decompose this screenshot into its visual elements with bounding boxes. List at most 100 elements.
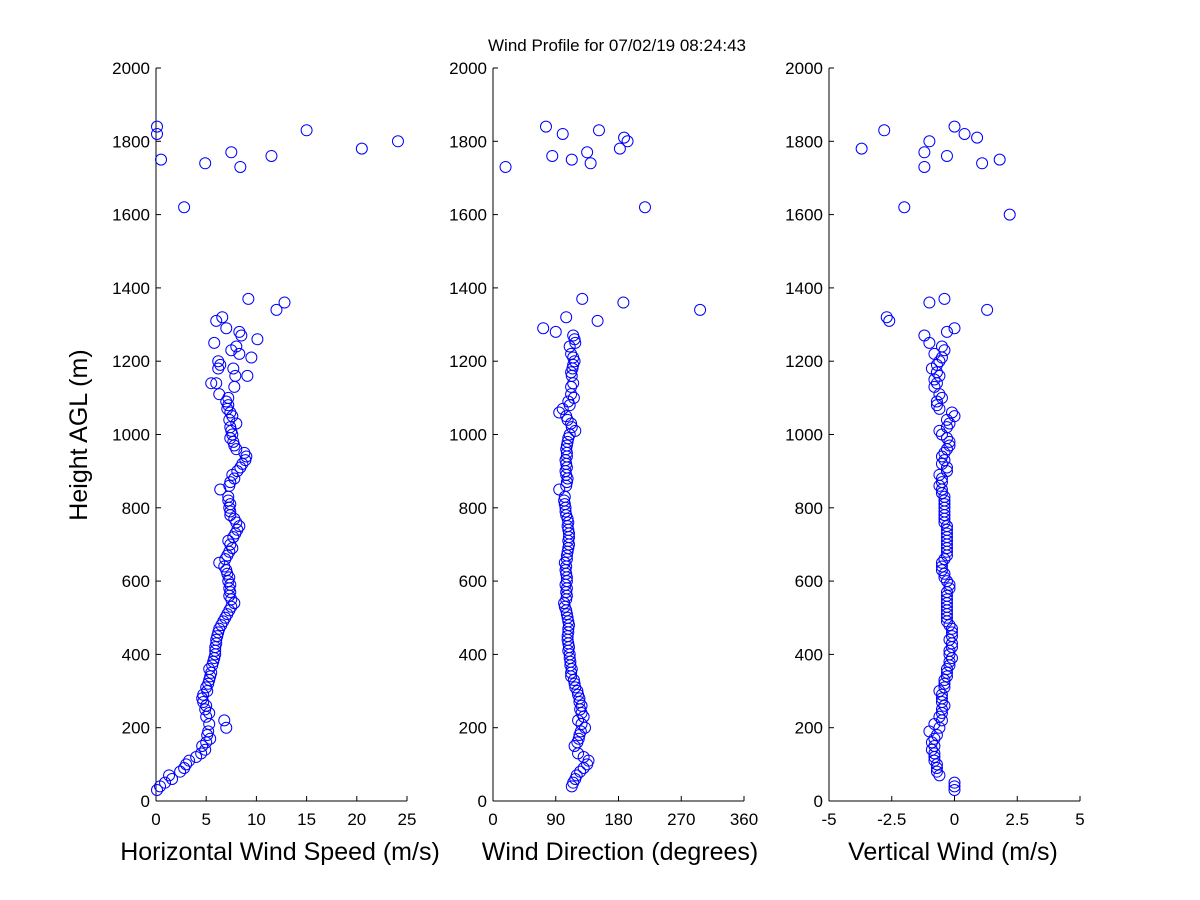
- data-point: [933, 402, 946, 415]
- data-point: [208, 336, 221, 349]
- data-point: [948, 776, 961, 789]
- data-point: [574, 725, 587, 738]
- panel-2-points: [499, 120, 707, 793]
- y-tick-label: 1800: [449, 132, 487, 151]
- data-point: [933, 468, 946, 481]
- data-point: [935, 476, 948, 489]
- data-point: [938, 677, 951, 690]
- data-point: [928, 732, 941, 745]
- x-axis-label-horizontal-wind-speed: Horizontal Wind Speed (m/s): [120, 838, 440, 866]
- data-point: [918, 160, 931, 173]
- data-point: [898, 201, 911, 214]
- data-point: [935, 457, 948, 470]
- data-point: [938, 699, 951, 712]
- data-point: [971, 131, 984, 144]
- data-point: [572, 688, 585, 701]
- y-tick-label: 400: [122, 645, 150, 664]
- data-point: [935, 391, 948, 404]
- data-point: [938, 571, 951, 584]
- data-point: [567, 377, 580, 390]
- data-point: [943, 582, 956, 595]
- y-tick-label: 200: [459, 719, 487, 738]
- data-point: [940, 325, 953, 338]
- data-point: [938, 681, 951, 694]
- data-point: [233, 347, 246, 360]
- data-point: [199, 157, 212, 170]
- data-point: [565, 153, 578, 166]
- data-point: [1003, 208, 1016, 221]
- data-point: [592, 124, 605, 137]
- data-point: [938, 553, 951, 566]
- data-point: [694, 303, 707, 316]
- y-tick-label: 600: [795, 572, 823, 591]
- y-tick-label: 1400: [112, 279, 150, 298]
- panel-wind-direction: 0 200 400 600 800 1000 1200 1400 1600 1800 2000 0 90…: [449, 59, 758, 866]
- data-point: [940, 527, 953, 540]
- data-point: [220, 322, 233, 335]
- data-point: [560, 439, 573, 452]
- data-point: [203, 663, 216, 676]
- data-point: [553, 483, 566, 496]
- data-point: [958, 127, 971, 140]
- data-point: [940, 149, 953, 162]
- data-point: [569, 336, 582, 349]
- data-point: [928, 740, 941, 753]
- data-point: [278, 296, 291, 309]
- data-point: [202, 725, 215, 738]
- data-point: [546, 149, 559, 162]
- y-tick-label: 1800: [112, 132, 150, 151]
- panel-3-points: [855, 120, 1016, 797]
- y-tick-label: 2000: [112, 59, 150, 78]
- data-point: [204, 732, 217, 745]
- data-point: [200, 699, 213, 712]
- y-tick-label: 200: [122, 719, 150, 738]
- data-point: [943, 435, 956, 448]
- data-point: [940, 421, 953, 434]
- data-point: [945, 406, 958, 419]
- data-point: [570, 769, 583, 782]
- data-point: [210, 314, 223, 327]
- y-tick-label: 1200: [449, 352, 487, 371]
- data-point: [391, 135, 404, 148]
- data-point: [923, 336, 936, 349]
- x-tick-label: 5: [201, 810, 210, 829]
- data-point: [225, 424, 238, 437]
- data-point: [883, 314, 896, 327]
- data-point: [935, 450, 948, 463]
- data-point: [499, 160, 512, 173]
- data-point: [935, 688, 948, 701]
- y-tick-label: 0: [141, 792, 150, 811]
- x-axis-label-wind-direction: Wind Direction (degrees): [482, 838, 759, 866]
- x-tick-label: 270: [667, 810, 695, 829]
- data-point: [212, 355, 225, 368]
- data-point: [938, 490, 951, 503]
- data-point: [948, 780, 961, 793]
- y-axis-label: Height AGL (m): [65, 349, 93, 520]
- data-point: [574, 765, 587, 778]
- data-point: [565, 421, 578, 434]
- y-tick-label: 1200: [785, 352, 823, 371]
- data-point: [925, 743, 938, 756]
- data-point: [560, 410, 573, 423]
- data-point: [537, 322, 550, 335]
- data-point: [943, 633, 956, 646]
- data-point: [940, 443, 953, 456]
- data-point: [539, 120, 552, 133]
- data-point: [565, 347, 578, 360]
- data-point: [163, 769, 176, 782]
- x-tick-label: 25: [398, 810, 417, 829]
- data-point: [581, 146, 594, 159]
- data-point: [220, 721, 233, 734]
- data-point: [221, 567, 234, 580]
- data-point: [558, 498, 571, 511]
- data-point: [226, 428, 239, 441]
- data-point: [155, 153, 168, 166]
- data-point: [178, 201, 191, 214]
- data-point: [930, 765, 943, 778]
- data-point: [591, 314, 604, 327]
- data-point: [923, 135, 936, 148]
- y-tick-label: 1400: [785, 279, 823, 298]
- data-point: [938, 344, 951, 357]
- data-point: [940, 670, 953, 683]
